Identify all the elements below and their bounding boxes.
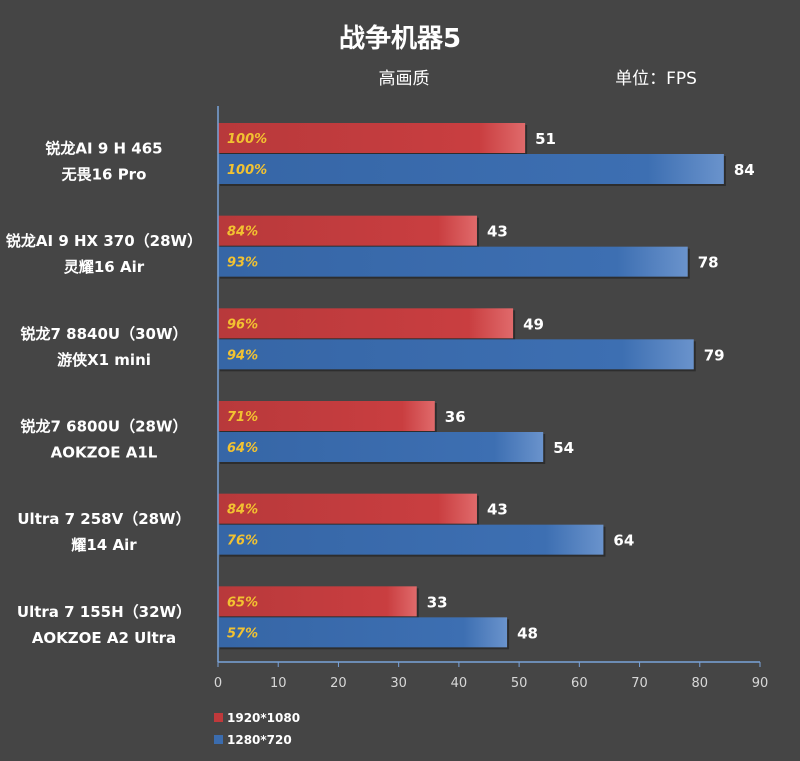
bar-1280*720: [218, 246, 688, 277]
category-label: 锐龙7 8840U（30W）: [20, 325, 187, 343]
x-tick-label: 50: [511, 676, 528, 691]
value-label: 48: [517, 624, 538, 642]
category-label: Ultra 7 155H（32W）: [17, 603, 191, 621]
bar-1920*1080: [218, 401, 435, 431]
percent-label: 65%: [227, 595, 258, 610]
x-tick-label: 60: [571, 676, 588, 691]
bar-1280*720: [218, 432, 544, 462]
value-label: 33: [427, 593, 448, 611]
category-label: AOKZOE A2 Ultra: [32, 629, 176, 647]
value-label: 36: [445, 408, 466, 426]
percent-label: 93%: [227, 256, 258, 271]
value-label: 43: [487, 501, 508, 519]
value-label: 54: [553, 439, 574, 457]
bar-1280*720: [218, 524, 604, 555]
bar-group: 锐龙7 6800U（28W） AOKZOE A1L 71% 36 64% 54: [20, 401, 574, 464]
chart-subtitle: 高画质: [379, 69, 430, 89]
legend-swatch: [214, 713, 223, 722]
legend-label: 1280*720: [227, 733, 292, 747]
x-tick-label: 30: [390, 676, 407, 691]
x-tick-label: 40: [451, 676, 468, 691]
value-label: 84: [734, 161, 755, 179]
axis-layer: 0 10 20 30 40 50 60 70 80 90: [214, 106, 768, 691]
chart-title: 战争机器5: [339, 24, 461, 54]
x-tick-label: 70: [631, 676, 648, 691]
bar-1920*1080: [218, 308, 514, 339]
value-label: 43: [487, 223, 508, 241]
bar-group: 锐龙AI 9 H 465 无畏16 Pro 100% 51 100% 84: [45, 123, 755, 186]
percent-label: 84%: [227, 503, 258, 518]
value-label: 79: [704, 346, 725, 364]
bar-1280*720: [218, 339, 694, 370]
x-tick-label: 90: [752, 676, 769, 691]
x-tick-label: 20: [330, 676, 347, 691]
value-label: 51: [535, 130, 556, 148]
bar-1920*1080: [218, 215, 477, 246]
x-tick-label: 0: [214, 676, 222, 691]
bar-group: Ultra 7 155H（32W） AOKZOE A2 Ultra 65% 33 57%…: [17, 586, 538, 650]
value-label: 64: [613, 532, 634, 550]
percent-label: 64%: [227, 441, 258, 456]
bar-1920*1080: [218, 123, 526, 153]
bar-group: 锐龙AI 9 HX 370（28W） 灵耀16 Air 84% 43 93% 78: [6, 215, 719, 279]
legend-label: 1920*1080: [227, 711, 300, 725]
category-label: 耀14 Air: [70, 536, 137, 554]
percent-label: 57%: [227, 626, 258, 641]
bar-1920*1080: [218, 586, 417, 617]
unit-label: 单位：FPS: [615, 69, 697, 89]
bar-group: 锐龙7 8840U（30W） 游侠X1 mini 96% 49 94% 79: [20, 308, 725, 372]
category-label: 无畏16 Pro: [61, 166, 147, 184]
bar-1920*1080: [218, 493, 477, 524]
percent-label: 94%: [227, 348, 258, 363]
bar-1280*720: [218, 154, 724, 184]
x-tick-label: 80: [692, 676, 709, 691]
value-label: 78: [698, 254, 719, 272]
percent-label: 84%: [227, 225, 258, 240]
category-label: Ultra 7 258V（28W）: [17, 510, 190, 528]
category-label: 锐龙AI 9 H 465: [45, 140, 162, 158]
value-label: 49: [523, 315, 544, 333]
category-label: 灵耀16 Air: [64, 258, 145, 276]
x-tick-label: 10: [270, 676, 287, 691]
percent-label: 100%: [227, 163, 267, 178]
bar-group: Ultra 7 258V（28W） 耀14 Air 84% 43 76% 64: [17, 493, 634, 557]
percent-label: 76%: [227, 534, 258, 549]
legend-swatch: [214, 735, 223, 744]
percent-label: 96%: [227, 317, 258, 332]
category-label: 游侠X1 mini: [57, 351, 151, 369]
category-label: 锐龙7 6800U（28W）: [20, 418, 187, 436]
category-label: AOKZOE A1L: [51, 444, 158, 462]
percent-label: 100%: [227, 132, 267, 147]
percent-label: 71%: [227, 410, 258, 425]
bar-1280*720: [218, 617, 508, 648]
legend: 1920*1080 1280*720: [214, 711, 300, 747]
category-label: 锐龙AI 9 HX 370（28W）: [6, 232, 202, 250]
